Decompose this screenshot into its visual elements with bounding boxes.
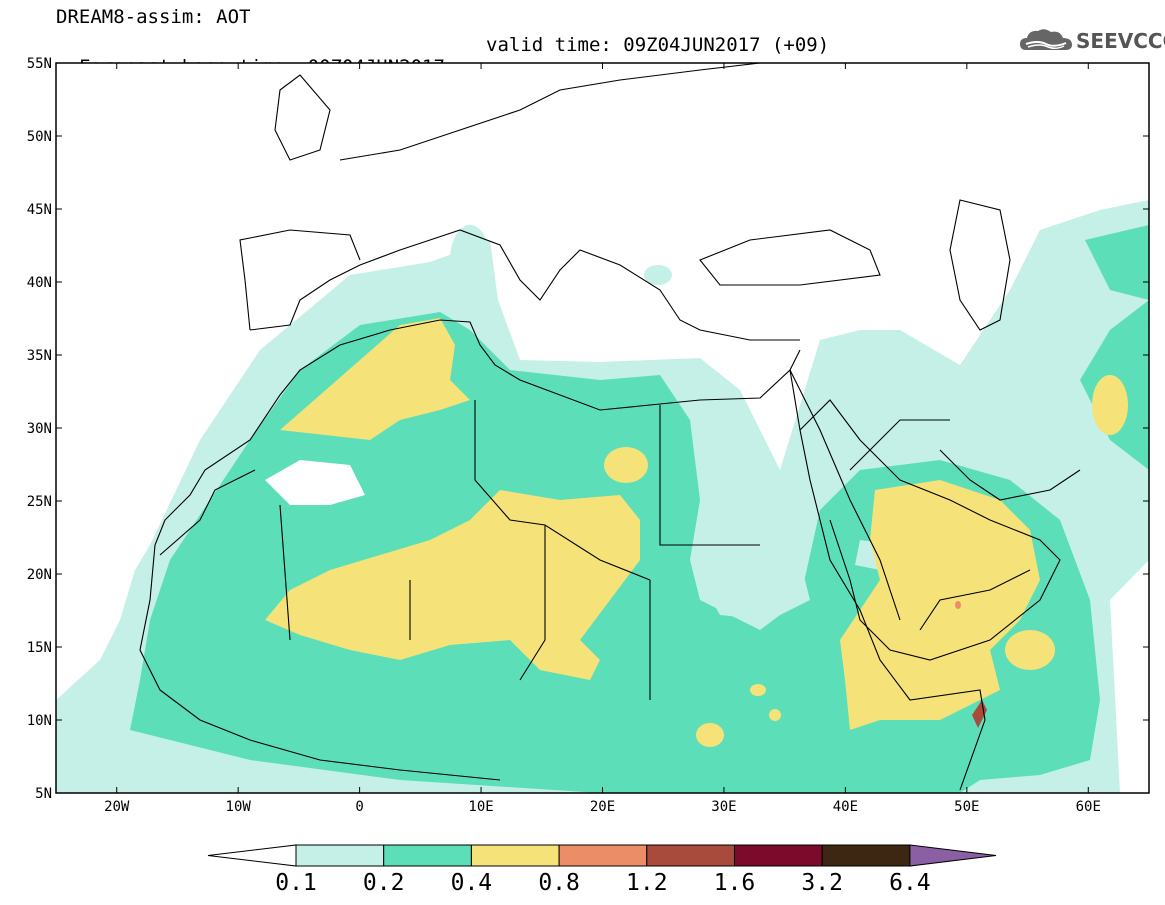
lat-label: 25N [27, 494, 52, 510]
aot-hotspot-small [955, 601, 961, 609]
lon-label: 60E [1076, 799, 1101, 815]
lon-label: 30E [711, 799, 736, 815]
colorbar-label: 1.2 [626, 870, 668, 896]
logo-text: SEEVCCC [1076, 29, 1165, 53]
colorbar-segment [821, 844, 911, 867]
lat-label: 35N [27, 348, 52, 364]
colorbar-label: 0.4 [450, 870, 493, 896]
lat-label: 15N [27, 640, 52, 656]
lat-label: 10N [27, 713, 52, 729]
seevccc-logo: SEEVCCC [1018, 26, 1165, 56]
colorbar-label: 3.2 [801, 870, 843, 896]
lon-label: 20W [104, 799, 130, 815]
cloud-logo-icon [1020, 29, 1072, 50]
colorbar-label: 0.8 [538, 870, 580, 896]
colorbar-segment [383, 844, 472, 867]
colorbar-segment [295, 844, 385, 867]
colorbar-segment [734, 844, 823, 867]
colorbar-label: 0.2 [362, 870, 405, 896]
aot-band-0.4-0.8 [265, 318, 1128, 747]
colorbar-label: 1.6 [713, 870, 756, 896]
lon-label: 20E [590, 799, 615, 815]
lat-label: 30N [27, 421, 52, 437]
colorbar-segment [470, 844, 560, 867]
colorbar-label: 0.1 [275, 870, 317, 896]
colorbar-segment [558, 844, 648, 867]
colorbar-label: 6.4 [889, 870, 931, 896]
lon-label: 10E [468, 799, 493, 815]
lon-label: 40E [833, 799, 858, 815]
colorbar-low-extension [207, 844, 297, 867]
lon-label: 50E [954, 799, 979, 815]
lon-label: 10W [226, 799, 252, 815]
model-title: DREAM8-assim: AOT [56, 6, 251, 28]
lat-label: 45N [27, 202, 52, 218]
coastlines-borders [139, 63, 1081, 791]
lat-label: 55N [27, 56, 52, 72]
valid-time: valid time: 09Z04JUN2017 (+09) [486, 34, 830, 56]
lon-label: 0 [355, 799, 363, 815]
lat-label: 50N [27, 129, 52, 145]
lat-label: 40N [27, 275, 52, 291]
lat-label: 20N [27, 567, 52, 583]
lat-label: 5N [35, 786, 52, 802]
aot-field [56, 63, 1149, 793]
colorbar-segment [646, 844, 735, 867]
colorbar [207, 844, 997, 867]
colorbar-high-extension [909, 844, 997, 867]
map-axes: 55N 50N 45N 40N 35N 30N 25N 20N 15N 10N 5N 20W 10W 0 1… [27, 56, 1149, 815]
